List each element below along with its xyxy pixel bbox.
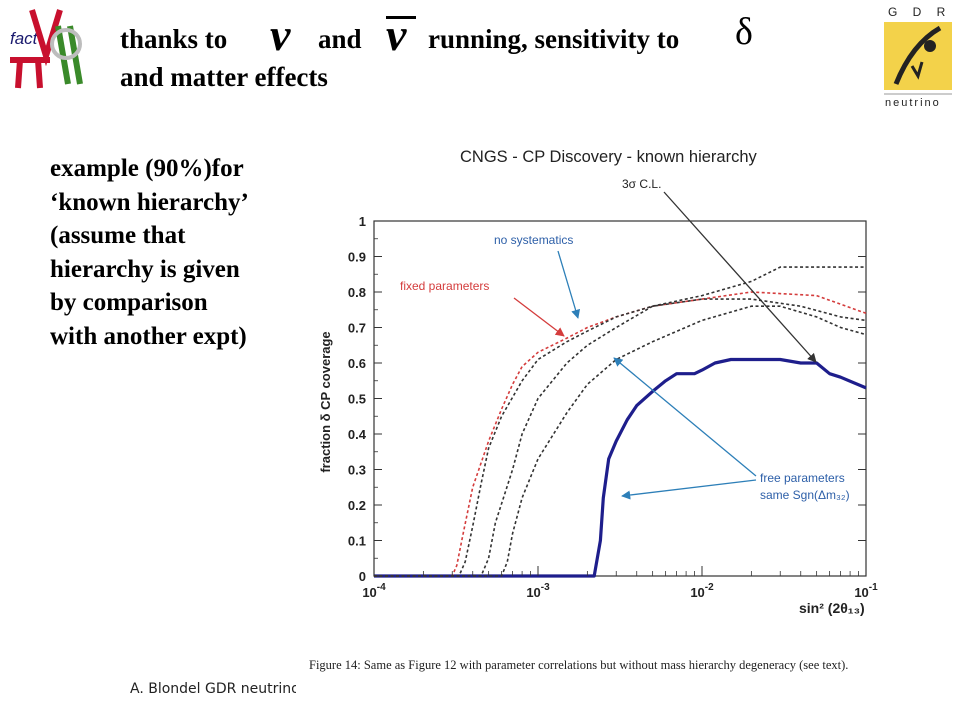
delta-symbol: δ [735,11,753,53]
free-parameters-arrow [621,479,757,500]
x-tick-label: 10-1 [854,582,878,600]
y-tick-label: 0.2 [348,498,366,513]
example-line: (assume that [50,222,186,249]
factnu-logo: fact [10,9,83,89]
figure-caption: Figure 14: Same as Figure 12 with parame… [309,658,849,672]
series-line-2 [374,266,866,577]
nu-symbol: ν [270,9,291,60]
y-tick-label: 0.3 [348,463,366,478]
cl-arrow [663,191,817,363]
y-tick-label: 0.4 [348,427,367,442]
series-line-1 [374,291,867,577]
heading-part-1: thanks to [120,24,228,54]
cp-discovery-figure: CNGS - CP Discovery - known hierarchy 3σ… [296,118,960,720]
y-tick-label: 0.1 [348,534,366,549]
heading-part-3: running, sensitivity to [428,24,680,54]
x-axis-label: sin² (2θ₁₃) [799,600,865,616]
example-line: with another expt) [50,322,247,350]
series-line-3 [374,298,867,577]
example-line: ‘known hierarchy’ [50,188,249,216]
cp-discovery-chart: CNGS - CP Discovery - known hierarchy 3σ… [318,148,878,616]
y-tick-label: 0.7 [348,321,366,336]
y-tick-label: 1 [359,214,366,229]
example-line: by comparison [50,289,208,316]
y-axis-label: fraction δ CP coverage [318,331,333,472]
example-line: hierarchy is given [50,255,240,283]
antinu-symbol: ν [386,9,407,60]
logo-neutrino-text: neutrino [885,97,941,109]
fixed-parameters-arrow [513,297,565,337]
series-line-0 [374,357,867,578]
logo-fact-text: fact [10,29,39,48]
gdr-neutrino-logo: G D R neutrino [884,5,952,109]
heading-part-2: and [318,24,362,54]
chart-title: CNGS - CP Discovery - known hierarchy [460,148,758,166]
footer-credit: A. Blondel GDR neutrino [130,681,296,697]
free-parameters-arrow [613,357,757,477]
no-systematics-annotation: no systematics [494,233,573,247]
y-tick-label: 0.8 [348,285,366,300]
y-tick-label: 0.5 [348,392,366,407]
y-tick-label: 0 [359,569,366,584]
x-tick-label: 10-3 [526,582,550,600]
x-tick-label: 10-2 [690,582,714,600]
logo-gdr-text: G D R [888,5,951,19]
example-line: example (90%)for [50,155,244,182]
x-tick-label: 10-4 [362,582,386,600]
heading-line-2: and matter effects [120,62,328,92]
cl-annotation: 3σ C.L. [622,177,661,191]
example-text: example (90%)for ‘known hierarchy’ (assu… [50,152,308,353]
free-parameters-annotation: free parameters [760,471,845,485]
plot-area [373,220,867,577]
no-systematics-arrow [557,250,581,319]
fixed-parameters-annotation: fixed parameters [400,279,489,293]
antineutrino-bar [386,16,416,19]
free-parameters-annotation: same Sgn(Δm₃₂) [760,488,850,502]
y-tick-label: 0.9 [348,250,366,265]
series-line-4 [374,305,867,577]
y-tick-label: 0.6 [348,356,366,371]
